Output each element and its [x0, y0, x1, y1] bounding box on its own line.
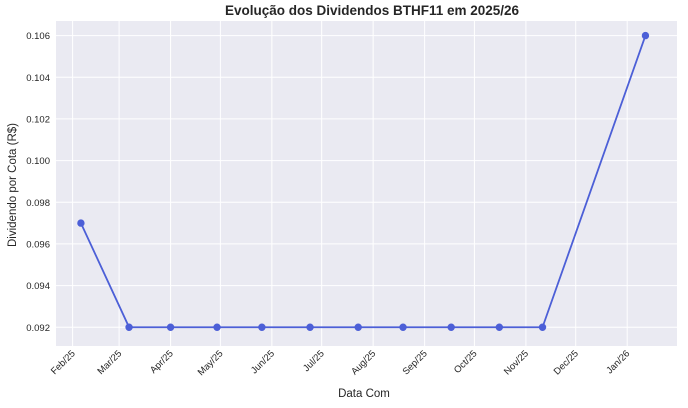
x-tick-label: Feb/25 [49, 348, 78, 377]
x-tick-label: Oct/25 [452, 348, 480, 376]
data-point [354, 323, 362, 331]
data-point [213, 323, 221, 331]
x-tick-label: Jan/26 [604, 348, 632, 376]
data-point [641, 31, 650, 40]
chart-title: Evolução dos Dividendos BTHF11 em 2025/2… [225, 3, 520, 18]
data-point [495, 323, 504, 331]
data-point [258, 323, 266, 331]
x-tick-label: May/25 [196, 348, 226, 378]
data-point [306, 323, 314, 331]
data-point [538, 323, 547, 331]
series-line [80, 34, 647, 329]
data-point [447, 323, 455, 331]
x-tick-label: Jul/25 [301, 348, 327, 374]
y-tick-label: 0.102 [26, 114, 50, 125]
y-tick-label: 0.104 [26, 73, 50, 84]
x-tick-label: Sep/25 [401, 348, 430, 377]
series-layer [77, 31, 650, 331]
x-tick-label: Nov/25 [502, 348, 531, 377]
y-tick-label: 0.100 [26, 156, 50, 167]
plot-area [56, 21, 677, 346]
y-tick-label: 0.094 [26, 281, 50, 292]
x-tick-label: Mar/25 [96, 348, 125, 377]
data-point [125, 323, 133, 331]
x-axis-ticks: Feb/25 Mar/25 Apr/25 May/25 Jun/25 Jul/25 Aug/… [49, 348, 632, 378]
grid-lines [56, 21, 677, 346]
x-tick-label: Apr/25 [148, 348, 176, 376]
y-tick-label: 0.098 [26, 198, 50, 209]
y-axis-label: Dividendo por Cota (R$) [7, 123, 19, 247]
x-tick-label: Aug/25 [349, 348, 378, 377]
x-tick-label: Jun/25 [249, 348, 277, 376]
y-tick-label: 0.096 [26, 239, 50, 250]
y-axis-ticks: 0.092 0.094 0.096 0.098 0.100 0.102 0.104 0.106 [26, 31, 50, 334]
y-tick-label: 0.092 [26, 323, 50, 334]
x-axis-label: Data Com [338, 388, 390, 400]
data-point [77, 219, 85, 227]
data-point [166, 323, 175, 331]
data-point [399, 323, 407, 331]
x-tick-label: Dec/25 [552, 348, 581, 377]
y-tick-label: 0.106 [26, 31, 50, 42]
